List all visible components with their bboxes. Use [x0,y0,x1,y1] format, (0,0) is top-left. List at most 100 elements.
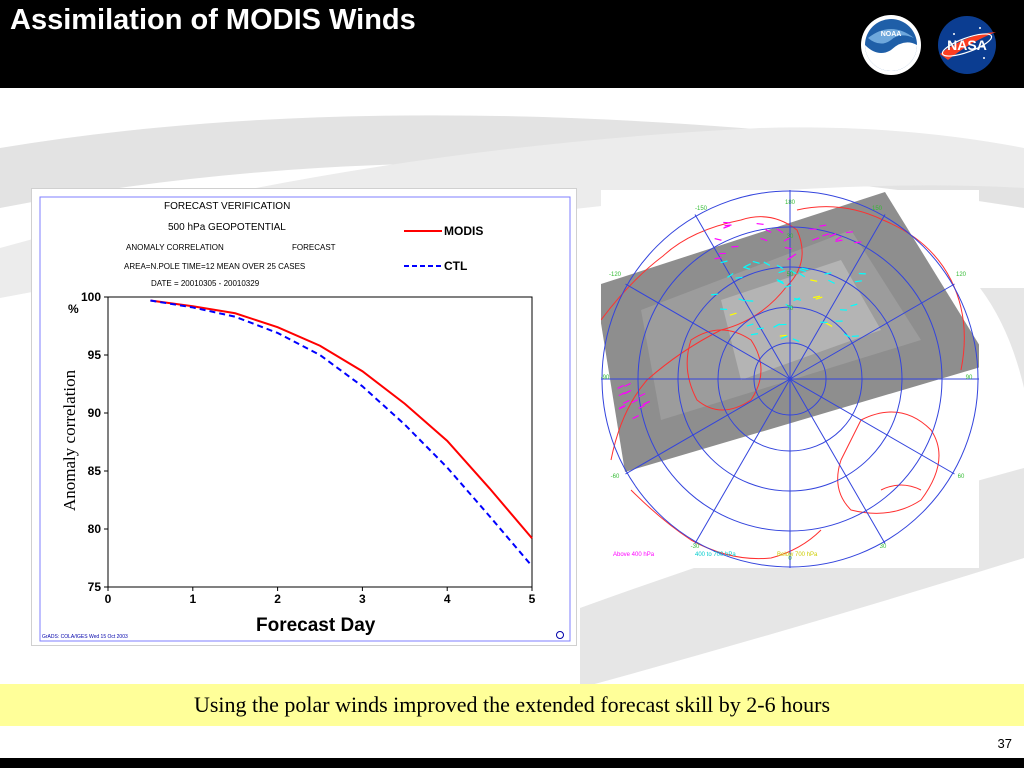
wind-vector [756,327,764,330]
coastline-4 [630,489,822,560]
longitude-label: -30 [691,544,700,550]
wind-vector [783,237,791,242]
x-tick-label: 0 [105,592,112,606]
longitude-line [789,378,886,544]
y-tick-label: 90 [88,406,102,420]
wind-vector [829,233,837,237]
latitude-label: 70 [787,306,794,312]
wind-vector [822,233,830,237]
wind-vector [714,237,722,241]
wind-vector [824,272,832,275]
wind-vector [714,257,722,260]
wind-vector [825,322,833,327]
latitude-label: 30 [787,234,794,240]
wind-vector [776,264,784,270]
noaa-logo: NOAA [861,15,921,75]
plot-area: 75 80 85 90 95 100 0 1 2 3 4 5 [81,290,536,606]
wind-vector [764,228,772,233]
x-axis-title: Forecast Day [256,615,376,636]
longitude-label: -150 [695,206,708,212]
chart-header-line5: DATE = 20010305 - 20010329 [151,279,260,288]
y-tick-label: 85 [88,464,102,478]
polar-grid [600,189,980,569]
wind-vector [756,222,764,225]
coastline-3 [837,411,940,514]
wind-vector [638,404,645,409]
wind-vector [810,279,818,282]
wind-vector [638,392,646,398]
wind-vector [738,298,746,302]
longitude-label: 90 [966,375,973,381]
wind-vector [779,334,787,337]
coastline-6 [880,484,922,491]
wind-vector [617,384,624,389]
chart-header-line4: AREA=N.POLE TIME=12 MEAN OVER 25 CASES [124,262,305,271]
wind-vector [729,312,737,316]
longitude-line [789,214,886,380]
legend-label-ctl: CTL [444,259,467,273]
wind-vector [720,260,728,264]
wind-vector [746,300,754,302]
footer-bar [0,758,1024,768]
longitude-label: 150 [872,206,883,212]
wind-vector [792,338,800,343]
wind-vector [746,323,754,327]
series-line-ctl [150,299,533,567]
grads-icon [556,631,564,639]
coastline-1 [601,216,803,461]
x-tick-label: 5 [529,592,536,606]
wind-vector [787,255,794,261]
wind-vector [623,399,630,404]
map-legend-400-700: 400 to 700 hPa [695,552,736,558]
longitude-line [625,283,791,380]
polar-winds-map: 180150-150120-12090-9060-6030-300305070 … [600,189,980,569]
chart-header-line3a: ANOMALY CORRELATION [126,243,224,252]
longitude-line [625,378,791,475]
x-tick-label: 1 [189,592,196,606]
longitude-label: 120 [956,272,967,278]
wind-vector [798,272,806,278]
chart-header-line2: 500 hPa GEOPOTENTIAL [168,222,286,233]
chart-header-line3b: FORECAST [292,243,336,252]
longitude-line [694,378,791,544]
wind-vector [743,266,751,270]
noaa-logo-text: NOAA [881,31,902,38]
nasa-logo-text: NASA [947,37,987,53]
wind-vector [835,236,842,241]
wind-vectors [617,221,866,420]
polar-grid-labels: 180 150 -150 120 -120 90 -90 60 -60 30 -30 0 30 50 70 [601,200,973,562]
longitude-label: -120 [609,272,622,278]
wind-vector [801,267,809,271]
forecast-verification-panel: FORECAST VERIFICATION 500 hPa GEOPOTENTI… [31,188,577,646]
wind-vector [835,239,843,242]
polar-winds-map-panel: 180 150 -150 120 -120 90 -90 60 -60 30 -30 0 30 50 70 … [600,189,980,569]
wind-vector [776,228,784,234]
chart-header-line1: FORECAST VERIFICATION [164,201,290,212]
y-unit-label: % [68,302,79,316]
latitude-label: 50 [787,272,794,278]
wind-vector [794,297,802,301]
longitude-label: 0 [788,556,792,562]
y-axis-title: Anomaly correlation [60,369,79,511]
wind-vector [744,263,752,268]
wind-vector [727,272,734,278]
plot-frame [107,296,533,588]
longitude-line [789,283,955,380]
wind-vector [624,382,631,387]
wind-vector [624,389,632,394]
wind-vector [828,279,835,284]
wind-vector [785,303,793,309]
wind-vector [760,237,768,242]
wind-vector [632,415,639,420]
wind-vector [854,280,862,283]
legend-label-modis: MODIS [444,224,483,238]
wind-vector [819,224,827,227]
coastline-2 [796,206,965,371]
longitude-label: -90 [601,375,610,381]
wind-vector [631,399,638,404]
y-tick-label: 95 [88,348,102,362]
wind-vector [850,303,858,307]
wind-vector [813,295,821,299]
wind-vector [799,268,807,273]
wind-vector [845,231,854,234]
